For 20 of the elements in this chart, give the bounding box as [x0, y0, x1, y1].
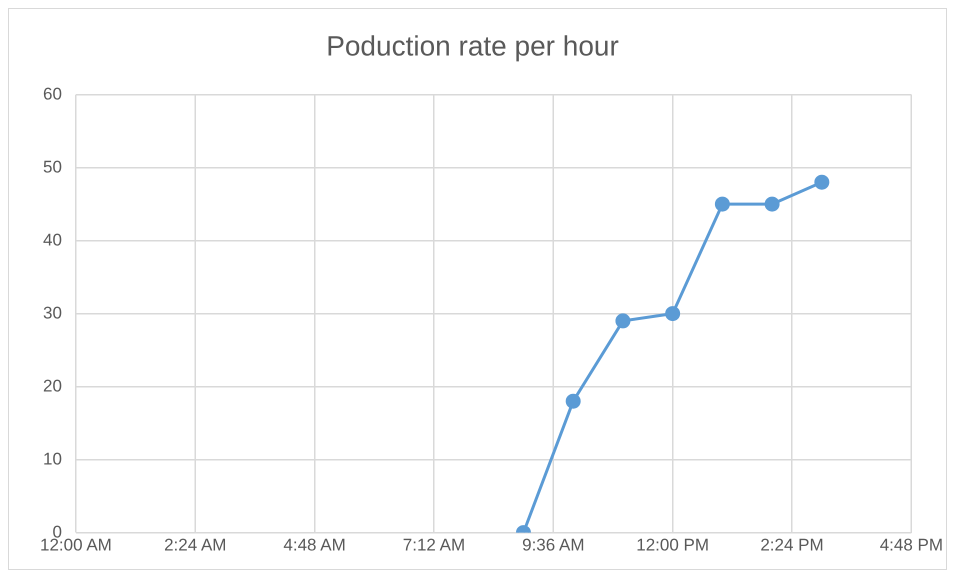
y-tick-label: 40	[42, 230, 62, 250]
y-tick-label: 60	[42, 84, 62, 104]
y-tick-label: 50	[42, 157, 62, 176]
y-tick-label: 10	[42, 449, 62, 468]
chart-title: Poduction rate per hour	[326, 30, 619, 62]
x-tick-label: 9:36 AM	[522, 535, 584, 554]
y-tick-label: 30	[42, 303, 62, 322]
x-tick-label: 4:48 PM	[880, 535, 943, 554]
x-tick-label: 7:12 AM	[402, 535, 466, 554]
point	[665, 306, 680, 322]
x-tick-label: 2:24 AM	[164, 535, 226, 554]
point	[814, 174, 830, 190]
y-tick-label: 20	[42, 376, 62, 396]
x-tick-label: 2:24 PM	[760, 535, 824, 554]
point	[714, 196, 730, 212]
x-tick-label: 4:48 AM	[283, 535, 346, 554]
point	[764, 196, 780, 212]
point	[615, 313, 630, 328]
point	[566, 394, 581, 409]
x-tick-label: 12:00 PM	[636, 535, 710, 554]
